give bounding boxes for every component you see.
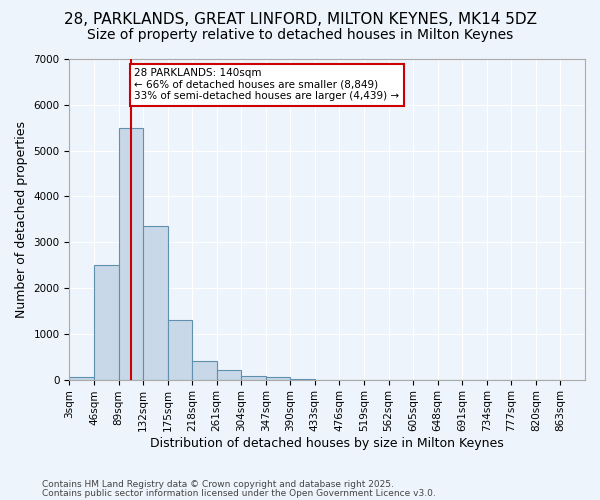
Bar (119, 128, 143, 380)
Bar (192, 362, 217, 380)
Text: Size of property relative to detached houses in Milton Keynes: Size of property relative to detached ho… (87, 28, 513, 42)
Bar (94, 265, 119, 380)
Bar (266, 378, 290, 380)
Text: 28, PARKLANDS, GREAT LINFORD, MILTON KEYNES, MK14 5DZ: 28, PARKLANDS, GREAT LINFORD, MILTON KEY… (64, 12, 536, 28)
Bar (217, 370, 241, 380)
Y-axis label: Number of detached properties: Number of detached properties (15, 121, 28, 318)
Text: Contains HM Land Registry data © Crown copyright and database right 2025.: Contains HM Land Registry data © Crown c… (42, 480, 394, 489)
Bar (167, 320, 192, 380)
Text: 28 PARKLANDS: 140sqm
← 66% of detached houses are smaller (8,849)
33% of semi-de: 28 PARKLANDS: 140sqm ← 66% of detached h… (134, 68, 400, 102)
Text: Contains public sector information licensed under the Open Government Licence v3: Contains public sector information licen… (42, 490, 436, 498)
Bar (241, 376, 266, 380)
Bar (143, 226, 167, 380)
X-axis label: Distribution of detached houses by size in Milton Keynes: Distribution of detached houses by size … (151, 437, 504, 450)
Bar (70, 378, 94, 380)
